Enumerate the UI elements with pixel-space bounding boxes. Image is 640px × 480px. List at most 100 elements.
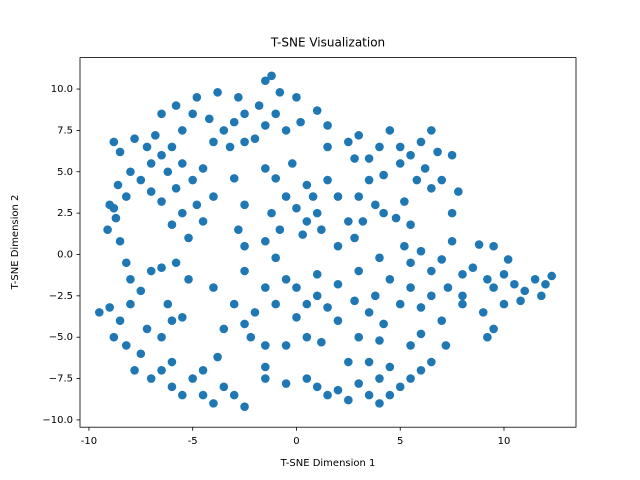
point <box>516 296 525 306</box>
point <box>302 217 312 226</box>
point <box>483 332 492 342</box>
point <box>489 283 498 292</box>
point <box>312 270 322 279</box>
point <box>447 208 457 218</box>
point <box>437 316 447 325</box>
point <box>375 374 384 383</box>
point <box>537 291 546 301</box>
y-tick-label: −10.0 <box>42 415 73 426</box>
point <box>275 225 285 234</box>
y-tick-label: 0.0 <box>57 249 73 260</box>
point <box>275 88 285 97</box>
point <box>312 106 322 115</box>
point <box>261 341 270 350</box>
point <box>354 332 364 342</box>
point <box>391 213 401 223</box>
point <box>371 291 380 301</box>
point <box>261 121 270 130</box>
point <box>130 134 139 143</box>
point <box>416 365 426 375</box>
point <box>298 230 307 239</box>
point <box>178 159 187 168</box>
point <box>292 313 301 322</box>
x-tick-label: 10 <box>498 436 511 447</box>
x-tick-label: 5 <box>397 436 403 447</box>
point <box>225 142 235 152</box>
point <box>178 313 187 322</box>
point <box>400 241 409 251</box>
point <box>416 137 426 147</box>
point <box>323 390 332 400</box>
point <box>261 236 270 246</box>
point <box>209 283 218 292</box>
point <box>458 299 467 309</box>
point <box>184 233 193 243</box>
point <box>489 241 498 251</box>
point <box>113 180 123 190</box>
point <box>468 263 478 273</box>
point <box>105 303 114 312</box>
point <box>420 164 430 173</box>
point <box>323 303 332 312</box>
point <box>136 175 146 185</box>
point <box>364 175 374 185</box>
point <box>499 270 509 279</box>
point <box>323 121 332 130</box>
point <box>395 142 405 152</box>
point <box>130 365 139 375</box>
point <box>350 296 359 306</box>
point <box>323 175 332 185</box>
point <box>198 390 208 400</box>
chart-title: T-SNE Visualization <box>270 36 385 50</box>
point <box>271 299 281 309</box>
point <box>344 137 353 147</box>
x-tick-label: -10 <box>81 436 97 447</box>
point <box>530 274 540 284</box>
y-tick-label: 5.0 <box>57 167 73 178</box>
point <box>385 390 395 400</box>
point <box>142 142 152 152</box>
point <box>109 203 119 213</box>
point <box>240 109 249 119</box>
point <box>520 286 530 296</box>
point <box>109 137 119 147</box>
point <box>344 217 353 226</box>
point <box>412 175 422 185</box>
point <box>503 255 513 264</box>
point <box>437 255 447 264</box>
point <box>447 236 457 246</box>
point <box>261 164 270 173</box>
point <box>427 291 436 301</box>
point <box>192 93 202 102</box>
point <box>240 200 249 210</box>
y-tick-label: 2.5 <box>57 208 73 219</box>
y-tick-label: −2.5 <box>49 291 73 302</box>
point <box>333 241 343 251</box>
point <box>240 319 249 329</box>
point <box>333 316 343 325</box>
point <box>510 279 519 289</box>
point <box>157 197 166 206</box>
point <box>379 208 388 218</box>
point <box>406 374 415 383</box>
point <box>312 382 322 392</box>
point <box>478 308 488 317</box>
point <box>261 374 270 383</box>
point <box>385 274 395 284</box>
point <box>302 374 312 383</box>
point <box>167 316 177 325</box>
point <box>344 395 353 405</box>
point <box>229 299 239 309</box>
point <box>246 332 256 342</box>
x-tick-label: 0 <box>293 436 299 447</box>
point <box>188 374 197 383</box>
point <box>192 200 202 210</box>
point <box>261 362 270 372</box>
point <box>146 187 156 196</box>
point <box>157 150 166 160</box>
point <box>250 308 260 317</box>
point <box>364 308 374 317</box>
point <box>416 303 426 312</box>
point <box>375 399 384 408</box>
plot-frame <box>79 57 577 428</box>
